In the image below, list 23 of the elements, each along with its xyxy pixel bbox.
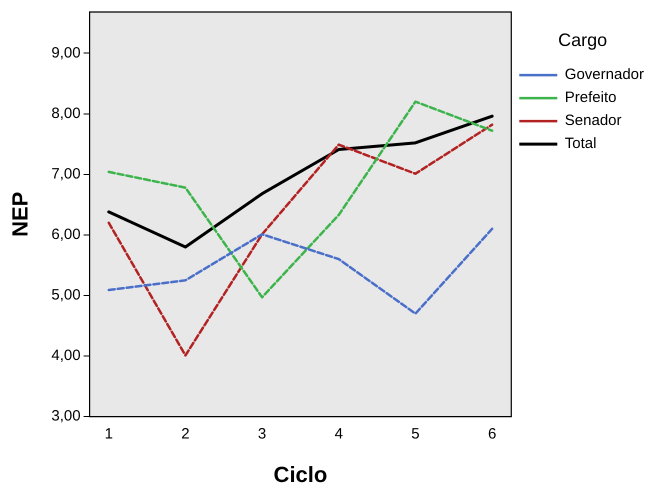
legend-label: Governador xyxy=(564,66,644,84)
y-tick-label: 9,00 xyxy=(51,44,81,62)
legend-title: Cargo xyxy=(558,30,608,50)
y-tick-label: 6,00 xyxy=(51,226,81,244)
x-axis-title: Ciclo xyxy=(274,462,328,487)
x-tick-label: 3 xyxy=(258,426,266,443)
y-tick-label: 5,00 xyxy=(51,286,81,304)
x-tick-label: 5 xyxy=(411,426,420,443)
y-tick-label: 4,00 xyxy=(51,347,81,364)
line-series xyxy=(108,100,494,299)
legend-label: Senador xyxy=(564,112,622,130)
y-tick-label: 7,00 xyxy=(51,165,81,182)
x-tick-label: 6 xyxy=(488,426,496,443)
y-axis-title: NEP xyxy=(7,192,32,237)
x-tick-label: 4 xyxy=(334,426,343,443)
y-tick-label: 8,00 xyxy=(51,104,81,122)
y-tick-label: 3,00 xyxy=(51,408,81,425)
x-tick-label: 2 xyxy=(181,426,190,443)
legend-label: Prefeito xyxy=(564,89,616,106)
line-series xyxy=(108,123,494,357)
x-tick-label: 1 xyxy=(104,426,113,443)
line-series xyxy=(108,228,494,315)
legend-label: Total xyxy=(564,135,596,152)
